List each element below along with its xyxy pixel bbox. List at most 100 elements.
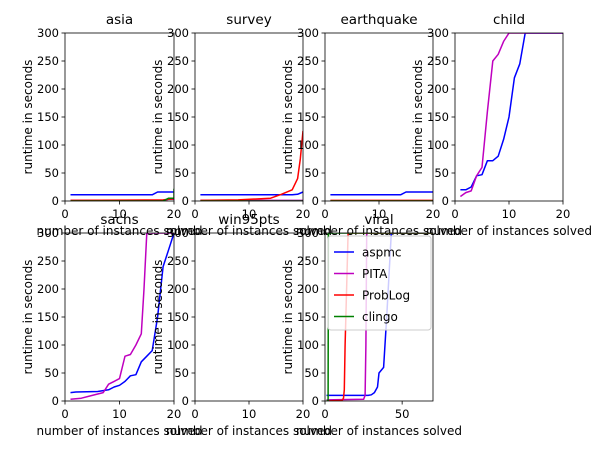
y-tick-label: 0: [52, 194, 59, 208]
x-axis-label: number of instances solved: [166, 424, 332, 438]
y-tick-label: 100: [427, 138, 449, 152]
y-tick-label: 0: [182, 394, 189, 408]
x-tick-label: 10: [502, 207, 517, 221]
x-tick-label: 0: [191, 407, 198, 421]
x-axis-label: number of instances solved: [296, 224, 462, 238]
x-tick-label: 0: [61, 407, 68, 421]
y-axis-label: runtime in seconds: [281, 260, 295, 375]
y-tick-label: 50: [44, 366, 59, 380]
x-tick-label: 0: [191, 207, 198, 221]
y-tick-label: 100: [297, 138, 319, 152]
legend-label-aspmc: aspmc: [362, 246, 402, 260]
series-line-aspmc: [70, 191, 174, 196]
legend-label-ProbLog: ProbLog: [362, 289, 410, 303]
y-tick-label: 50: [174, 366, 189, 380]
y-axis-label: runtime in seconds: [21, 260, 35, 375]
x-axis-label: number of instances solved: [426, 224, 592, 238]
y-tick-label: 100: [37, 338, 59, 352]
x-tick-label: 0: [451, 207, 458, 221]
y-tick-label: 100: [167, 138, 189, 152]
x-tick-label: 20: [556, 207, 571, 221]
y-tick-label: 200: [37, 82, 59, 96]
series-line-aspmc: [70, 233, 174, 394]
panel-title: sachs: [100, 212, 138, 228]
y-tick-label: 50: [304, 366, 319, 380]
y-tick-label: 250: [37, 254, 59, 268]
y-tick-label: 200: [297, 82, 319, 96]
y-tick-label: 200: [297, 282, 319, 296]
y-tick-label: 200: [167, 282, 189, 296]
x-axis-label: number of instances solved: [37, 224, 203, 238]
legend-label-PITA: PITA: [362, 267, 388, 281]
y-tick-label: 250: [37, 54, 59, 68]
y-tick-label: 150: [427, 110, 449, 124]
series-line-PITA: [459, 33, 563, 198]
y-tick-label: 300: [37, 26, 59, 40]
x-tick-label: 10: [242, 407, 257, 421]
x-tick-label: 20: [167, 207, 182, 221]
y-axis-label: runtime in seconds: [151, 260, 165, 375]
y-tick-label: 300: [37, 226, 59, 240]
x-tick-label: 20: [296, 407, 311, 421]
y-tick-label: 150: [37, 110, 59, 124]
y-tick-label: 0: [442, 194, 449, 208]
x-tick-label: 10: [112, 407, 127, 421]
series-group: [200, 130, 303, 201]
y-tick-label: 50: [174, 166, 189, 180]
y-axis-label: runtime in seconds: [411, 60, 425, 175]
x-tick-label: 0: [321, 207, 328, 221]
y-tick-label: 300: [167, 26, 189, 40]
y-tick-label: 150: [297, 110, 319, 124]
y-tick-label: 100: [167, 338, 189, 352]
series-group: [459, 33, 563, 198]
y-tick-label: 0: [182, 194, 189, 208]
y-tick-label: 100: [37, 138, 59, 152]
x-axis-label: number of instances solved: [166, 224, 332, 238]
y-tick-label: 300: [427, 26, 449, 40]
x-tick-label: 0: [321, 407, 328, 421]
x-tick-label: 0: [61, 207, 68, 221]
series-line-ProbLog: [200, 130, 303, 201]
legend: aspmc PITA ProbLog clingo: [327, 235, 432, 331]
series-line-PITA: [326, 233, 433, 401]
y-tick-label: 150: [167, 310, 189, 324]
y-tick-label: 150: [297, 310, 319, 324]
y-tick-label: 150: [37, 310, 59, 324]
y-tick-label: 0: [52, 394, 59, 408]
x-tick-label: 20: [167, 407, 182, 421]
series-group: [70, 188, 174, 201]
series-line-aspmc: [460, 33, 563, 191]
panel-title: child: [493, 12, 525, 28]
panel-child: 0 50 100 150 200 250 300 0 10 20 child number of in…: [411, 12, 592, 238]
x-tick-label: 20: [426, 207, 441, 221]
y-tick-label: 100: [297, 338, 319, 352]
x-tick-label: 50: [395, 407, 410, 421]
y-tick-label: 300: [167, 226, 189, 240]
y-tick-label: 200: [37, 282, 59, 296]
panel-title: win95pts: [218, 212, 279, 228]
panel-title: survey: [226, 12, 271, 28]
y-tick-label: 0: [312, 194, 319, 208]
y-tick-label: 50: [44, 166, 59, 180]
y-tick-label: 150: [167, 110, 189, 124]
y-tick-label: 300: [297, 26, 319, 40]
y-axis-label: runtime in seconds: [281, 60, 295, 175]
panel-title: viral: [364, 212, 393, 228]
y-tick-label: 200: [167, 82, 189, 96]
y-tick-label: 250: [297, 54, 319, 68]
series-line-aspmc: [200, 191, 303, 196]
legend-label-clingo: clingo: [362, 310, 398, 324]
series-group: [330, 191, 433, 201]
legend-box: [327, 235, 432, 331]
y-tick-label: 250: [427, 54, 449, 68]
y-axis-label: runtime in seconds: [151, 60, 165, 175]
y-tick-label: 250: [297, 254, 319, 268]
panel-title: earthquake: [340, 12, 417, 28]
y-tick-label: 250: [167, 254, 189, 268]
